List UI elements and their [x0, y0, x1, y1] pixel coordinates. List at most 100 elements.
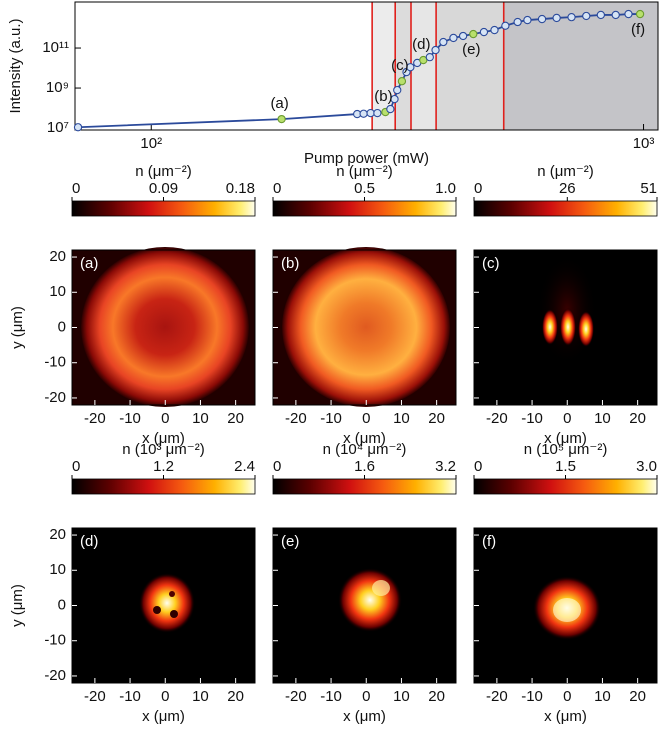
y-tick-label: 20 — [49, 248, 66, 265]
x-axis-label: x (μm) — [142, 430, 185, 447]
x-tick-label: 10 — [393, 410, 410, 427]
colorbar — [272, 200, 457, 217]
colorbar — [473, 200, 658, 217]
x-tick-label: 10² — [140, 135, 162, 152]
x-axis-label: x (μm) — [343, 430, 386, 447]
heatmap-image — [273, 247, 456, 407]
colorbar-tick-label: 0 — [273, 180, 281, 197]
data-point — [567, 12, 576, 22]
data-point — [386, 104, 395, 114]
colorbar-tick-label: 1.6 — [354, 458, 375, 475]
data-point — [513, 17, 522, 27]
x-tick-label: -10 — [521, 688, 543, 705]
colorbar-tick-label: 0 — [474, 180, 482, 197]
x-tick-label: 0 — [563, 688, 571, 705]
colorbar-tick-label: 3.0 — [636, 458, 657, 475]
colorbar-title: n (μm⁻²) — [537, 163, 594, 180]
shading-layer — [372, 2, 658, 130]
x-tick-label: -10 — [521, 410, 543, 427]
colorbar-tick-label: 0 — [474, 458, 482, 475]
colorbar-tick-label: 3.2 — [435, 458, 456, 475]
x-tick-label: 10 — [393, 688, 410, 705]
data-point — [366, 108, 375, 118]
x-tick-label: -10 — [119, 410, 141, 427]
y-tick-label: -10 — [44, 354, 66, 371]
x-tick-label: -20 — [285, 410, 307, 427]
annotation: (e) — [462, 41, 480, 58]
data-point — [501, 21, 510, 30]
colorbar-title: n (μm⁻²) — [336, 163, 393, 180]
data-point — [596, 10, 605, 20]
colorbar-tick-label: 0 — [72, 458, 80, 475]
data-point — [431, 45, 440, 55]
data-point — [425, 53, 434, 62]
y-tick-label: 10⁹ — [46, 79, 69, 96]
x-tick-label: -10 — [320, 688, 342, 705]
x-tick-label: 20 — [227, 688, 244, 705]
y-axis-label: y (μm) — [9, 584, 26, 627]
data-point — [611, 10, 620, 20]
colorbar-tick-label: 0 — [273, 458, 281, 475]
x-tick-label: 10 — [594, 688, 611, 705]
y-tick-label: 20 — [49, 526, 66, 543]
colorbar-tick-label: 0.5 — [354, 180, 375, 197]
annotation: (d) — [412, 36, 430, 53]
x-tick-label: -20 — [486, 688, 508, 705]
x-tick-label: 20 — [629, 688, 646, 705]
data-point — [479, 27, 489, 37]
shaded-region — [395, 2, 411, 130]
annotation: (a) — [270, 95, 288, 112]
data-point — [406, 63, 415, 72]
y-tick-label: 10 — [49, 561, 66, 578]
x-axis-label: Pump power (mW) — [304, 150, 429, 167]
shaded-region — [436, 2, 504, 130]
data-point — [458, 31, 468, 41]
colorbar-tick-label: 2.4 — [234, 458, 255, 475]
x-tick-label: -20 — [84, 688, 106, 705]
x-tick-label: 0 — [161, 688, 169, 705]
x-axis-label: x (μm) — [544, 430, 587, 447]
colorbar-tick-label: 0.18 — [226, 180, 255, 197]
annotation: (b) — [374, 88, 392, 105]
colorbar-title: n (10³ μm⁻²) — [122, 441, 204, 458]
data-point — [624, 9, 633, 19]
data-point — [537, 14, 547, 24]
x-axis-label: x (μm) — [343, 708, 386, 725]
y-tick-label: -20 — [44, 667, 66, 684]
panel-label: (e) — [281, 533, 299, 550]
data-point — [439, 37, 448, 47]
y-tick-label: 10⁷ — [47, 119, 69, 136]
colorbar-title: n (10⁴ μm⁻²) — [323, 441, 407, 458]
y-tick-label: 0 — [58, 318, 66, 335]
panel-label: (f) — [482, 533, 496, 550]
x-tick-label: 0 — [362, 410, 370, 427]
data-point — [490, 25, 499, 35]
x-tick-label: 10 — [192, 410, 209, 427]
colorbar-title: n (μm⁻²) — [135, 163, 192, 180]
colorbar-tick-label: 0 — [72, 180, 80, 197]
colorbar — [71, 200, 256, 217]
y-axis-label: Intensity (a.u.) — [7, 18, 24, 113]
data-point — [359, 109, 368, 118]
y-axis-label: y (μm) — [9, 306, 26, 349]
x-tick-label: 20 — [428, 410, 445, 427]
colorbar-tick-label: 0.09 — [149, 180, 178, 197]
data-point — [582, 11, 591, 21]
y-tick-label: -20 — [44, 389, 66, 406]
data-point — [390, 94, 399, 104]
data-point — [393, 85, 402, 95]
x-tick-label: -20 — [84, 410, 106, 427]
annotation: (c) — [391, 57, 409, 74]
colorbar-tick-label: 1.2 — [153, 458, 174, 475]
heatmap-image — [474, 250, 657, 405]
plot-frame — [74, 1, 659, 131]
data-point — [73, 123, 83, 132]
x-tick-label: 10³ — [633, 135, 655, 152]
colorbar-tick-label: 26 — [559, 180, 576, 197]
x-tick-label: -20 — [285, 688, 307, 705]
annotation: (f) — [631, 21, 645, 38]
y-tick-label: 0 — [58, 596, 66, 613]
y-tick-label: 10¹¹ — [42, 39, 69, 56]
colorbar — [473, 478, 658, 495]
